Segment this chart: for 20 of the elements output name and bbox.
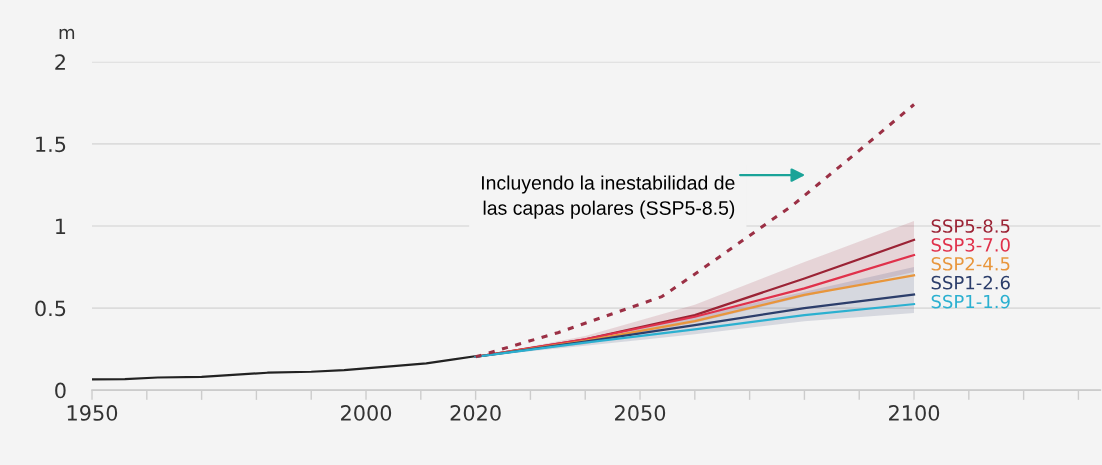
line-series	[474, 303, 916, 358]
y-tick-label: 1.5	[36, 136, 66, 153]
annotation: Incluyendo la inestabilidad de las capas polares (SSP5-8.5)	[482, 175, 735, 219]
line-series	[474, 102, 916, 359]
series-label: SSP3-7.0	[931, 238, 1010, 252]
series-label: SSP5-8.5	[931, 219, 1010, 233]
y-axis-title: m	[59, 28, 75, 39]
x-tick-label: 1950	[67, 405, 118, 421]
y-tick-label: 0.5	[35, 300, 66, 317]
y-tick-label: 1	[56, 218, 66, 234]
line-series	[92, 355, 477, 381]
y-tick-label: 0	[55, 382, 66, 399]
x-tick-label: 2100	[889, 405, 940, 421]
x-tick-label: 2050	[615, 405, 666, 421]
x-tick-label: 2020	[450, 405, 501, 421]
series-label: SSP2-4.5	[931, 256, 1010, 271]
x-tick-label: 2000	[341, 405, 392, 421]
series-label: SSP1-1.9	[931, 294, 1010, 309]
series-label: SSP1-2.6	[931, 275, 1010, 290]
y-tick-label: 2	[55, 54, 65, 70]
